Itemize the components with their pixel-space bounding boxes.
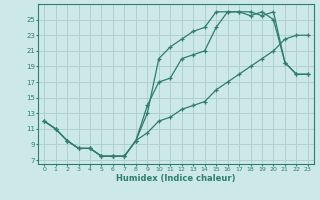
- X-axis label: Humidex (Indice chaleur): Humidex (Indice chaleur): [116, 174, 236, 183]
